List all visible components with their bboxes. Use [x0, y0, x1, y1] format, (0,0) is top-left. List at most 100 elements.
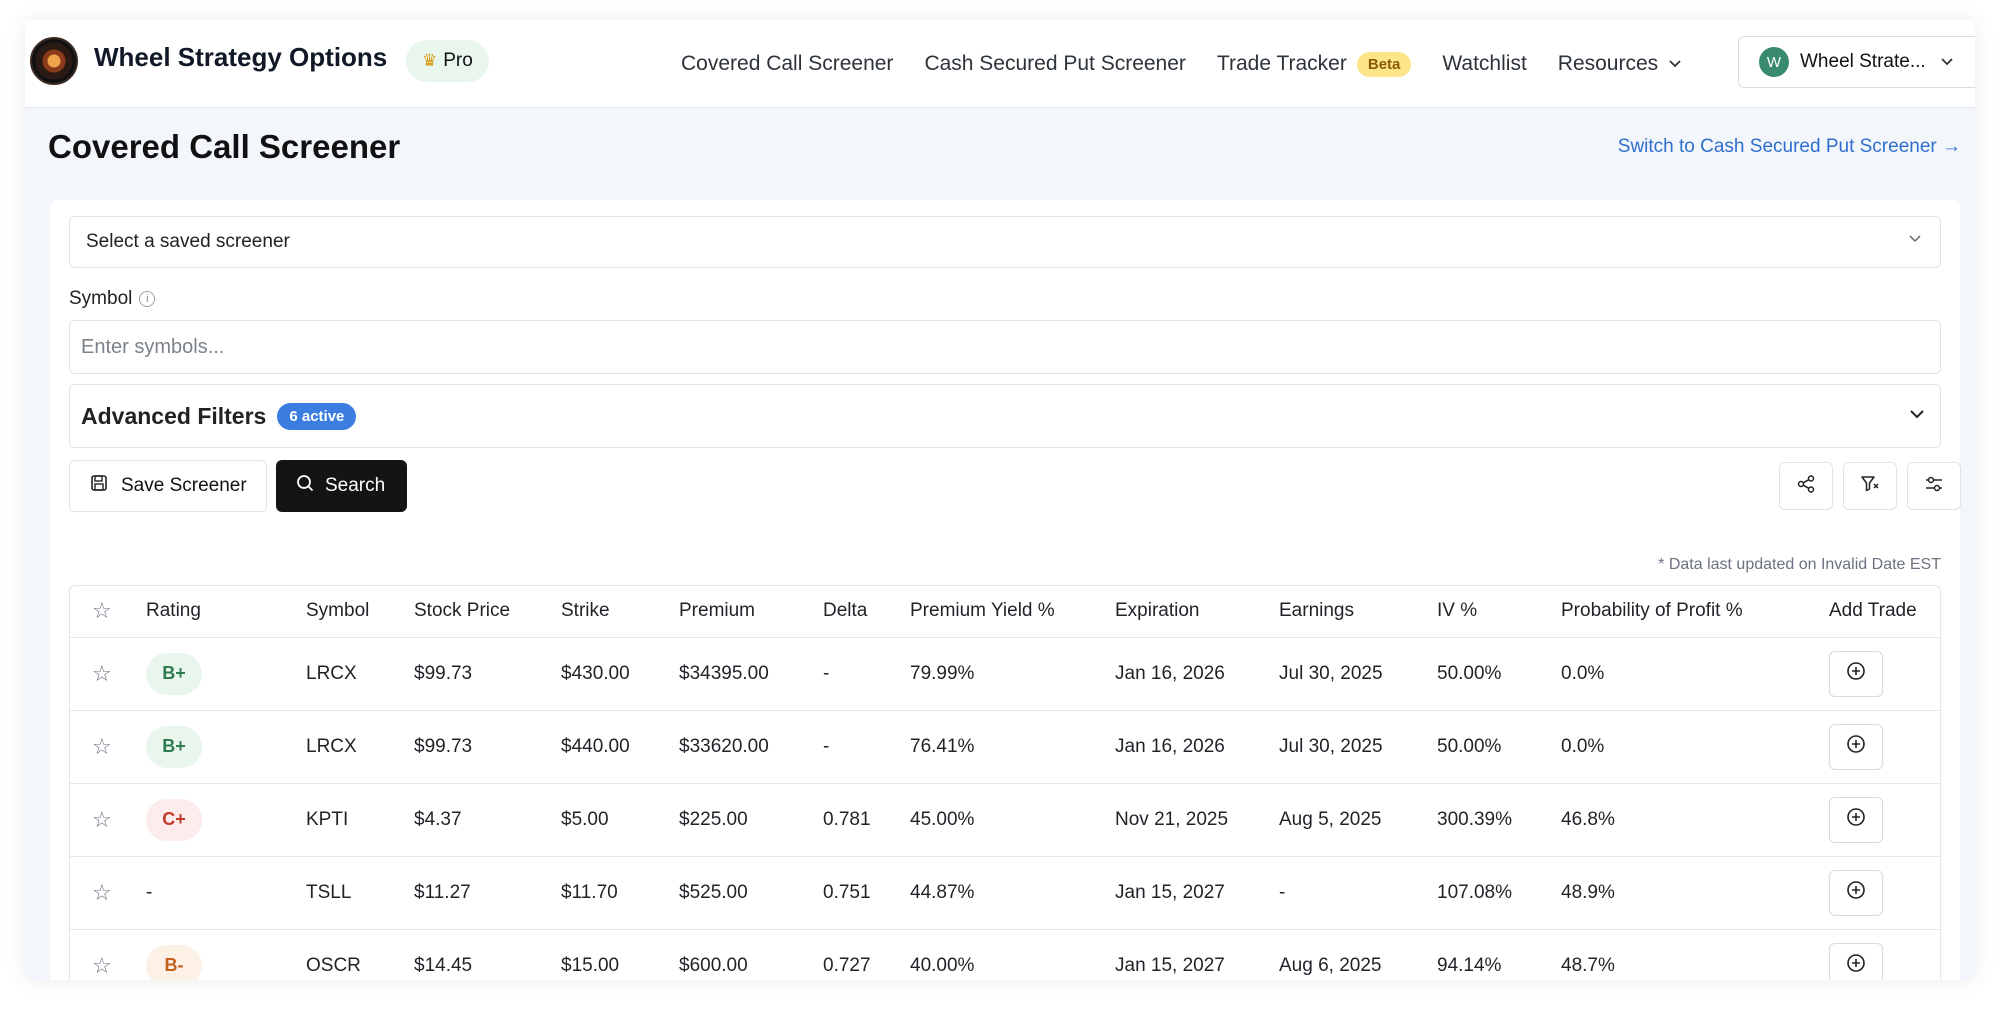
col-rating[interactable]: Rating — [146, 586, 306, 638]
favorite-toggle[interactable]: ☆ — [70, 783, 146, 857]
info-icon[interactable]: i — [139, 291, 156, 307]
star-icon: ☆ — [92, 952, 112, 978]
add-trade-cell — [1829, 783, 1940, 857]
add-trade-button[interactable] — [1829, 650, 1883, 697]
favorite-toggle[interactable]: ☆ — [70, 929, 146, 980]
iv-cell: 50.00% — [1437, 637, 1561, 711]
earnings-cell: Jul 30, 2025 — [1279, 710, 1437, 784]
add-trade-cell — [1829, 710, 1940, 784]
nav-link-label: Trade Tracker — [1216, 52, 1347, 75]
symbol-cell: KPTI — [306, 783, 414, 857]
switch-to-csp-link[interactable]: Switch to Cash Secured Put Screener → — [1617, 136, 1961, 157]
star-icon: ☆ — [92, 660, 112, 686]
rating-badge: B- — [146, 944, 202, 980]
star-icon: ☆ — [92, 598, 112, 624]
save-screener-button[interactable]: Save Screener — [69, 460, 267, 512]
settings-button[interactable] — [1907, 462, 1961, 510]
star-icon: ☆ — [92, 733, 112, 759]
expiration-cell: Jan 16, 2026 — [1115, 637, 1279, 711]
strike-cell: $11.70 — [561, 856, 679, 930]
favorite-toggle[interactable]: ☆ — [70, 637, 146, 711]
col-symbol[interactable]: Symbol — [306, 586, 414, 638]
saved-screener-select[interactable]: Select a saved screener — [69, 216, 1941, 268]
advanced-filters-title: Advanced Filters — [81, 402, 267, 429]
table-header-row: ☆ Rating Symbol Stock Price Strike Premi… — [70, 586, 1940, 638]
add-trade-button[interactable] — [1829, 723, 1883, 770]
nav-link-label: Covered Call Screener — [681, 52, 894, 75]
brand-name[interactable]: Wheel Strategy Options — [94, 42, 388, 72]
nav-cash-secured-put-screener[interactable]: Cash Secured Put Screener — [924, 52, 1185, 76]
stock-price-cell: $99.73 — [414, 710, 561, 784]
premium-cell: $225.00 — [679, 783, 823, 857]
rating-cell: B+ — [146, 710, 306, 784]
search-icon — [296, 474, 314, 498]
add-trade-button[interactable] — [1829, 796, 1883, 843]
search-button[interactable]: Search — [276, 460, 407, 512]
strike-cell: $15.00 — [561, 929, 679, 980]
user-name: Wheel Strate... — [1800, 51, 1926, 72]
expiration-cell: Nov 21, 2025 — [1115, 783, 1279, 857]
col-premium[interactable]: Premium — [679, 586, 823, 638]
nav-watchlist[interactable]: Watchlist — [1442, 52, 1526, 76]
premium-cell: $600.00 — [679, 929, 823, 980]
add-trade-button[interactable] — [1829, 942, 1883, 980]
add-trade-cell — [1829, 929, 1940, 980]
table-row: ☆ B+ LRCX $99.73 $430.00 $34395.00 - 79.… — [70, 637, 1940, 711]
pop-cell: 48.7% — [1561, 929, 1829, 980]
symbol-cell: OSCR — [306, 929, 414, 980]
symbol-cell: LRCX — [306, 710, 414, 784]
col-probability-of-profit[interactable]: Probability of Profit % — [1561, 586, 1829, 638]
col-expiration[interactable]: Expiration — [1115, 586, 1279, 638]
plus-circle-icon — [1846, 734, 1866, 760]
pop-cell: 46.8% — [1561, 783, 1829, 857]
favorite-toggle[interactable]: ☆ — [70, 856, 146, 930]
nav-trade-tracker[interactable]: Trade Tracker Beta — [1216, 51, 1412, 77]
brand-logo[interactable] — [30, 37, 78, 85]
nav-covered-call-screener[interactable]: Covered Call Screener — [681, 52, 893, 76]
rating-cell: C+ — [146, 783, 306, 857]
stock-price-cell: $14.45 — [414, 929, 561, 980]
pop-cell: 0.0% — [1561, 710, 1829, 784]
delta-cell: 0.781 — [823, 783, 910, 857]
avatar: W — [1759, 47, 1789, 77]
stock-price-cell: $11.27 — [414, 856, 561, 930]
user-menu-button[interactable]: W Wheel Strate... — [1738, 36, 1975, 88]
col-earnings[interactable]: Earnings — [1279, 586, 1437, 638]
nav-resources-dropdown[interactable]: Resources — [1558, 52, 1682, 76]
nav-links: Covered Call Screener Cash Secured Put S… — [681, 20, 1713, 108]
earnings-cell: Jul 30, 2025 — [1279, 637, 1437, 711]
col-delta[interactable]: Delta — [823, 586, 910, 638]
col-premium-yield[interactable]: Premium Yield % — [910, 586, 1115, 638]
advanced-filters-toggle[interactable]: Advanced Filters 6 active — [69, 384, 1941, 448]
iv-cell: 300.39% — [1437, 783, 1561, 857]
iv-cell: 94.14% — [1437, 929, 1561, 980]
share-button[interactable] — [1779, 462, 1833, 510]
table-row: ☆ B+ LRCX $99.73 $440.00 $33620.00 - 76.… — [70, 710, 1940, 784]
earnings-cell: Aug 5, 2025 — [1279, 783, 1437, 857]
plus-circle-icon — [1846, 953, 1866, 979]
col-add-trade: Add Trade — [1829, 586, 1940, 638]
rating-cell: B+ — [146, 637, 306, 711]
col-strike[interactable]: Strike — [561, 586, 679, 638]
save-icon — [90, 474, 108, 498]
add-trade-button[interactable] — [1829, 869, 1883, 916]
clear-filters-button[interactable] — [1843, 462, 1897, 510]
plus-circle-icon — [1846, 661, 1866, 687]
rating-badge: B+ — [146, 652, 202, 695]
crown-icon: ♛ — [422, 51, 438, 70]
pop-cell: 0.0% — [1561, 637, 1829, 711]
page-title: Covered Call Screener — [48, 128, 401, 165]
col-stock-price[interactable]: Stock Price — [414, 586, 561, 638]
symbol-input[interactable] — [69, 320, 1941, 374]
nav-link-label: Resources — [1557, 52, 1659, 75]
rating-cell: - — [146, 856, 306, 930]
symbol-label: Symbol i — [69, 288, 156, 310]
chevron-down-icon — [1909, 405, 1925, 425]
premium-cell: $33620.00 — [679, 710, 823, 784]
favorite-toggle[interactable]: ☆ — [70, 710, 146, 784]
favorite-header[interactable]: ☆ — [70, 586, 146, 638]
col-iv[interactable]: IV % — [1437, 586, 1561, 638]
premium-cell: $34395.00 — [679, 637, 823, 711]
pro-badge-label: Pro — [443, 50, 473, 71]
delta-cell: 0.727 — [823, 929, 910, 980]
